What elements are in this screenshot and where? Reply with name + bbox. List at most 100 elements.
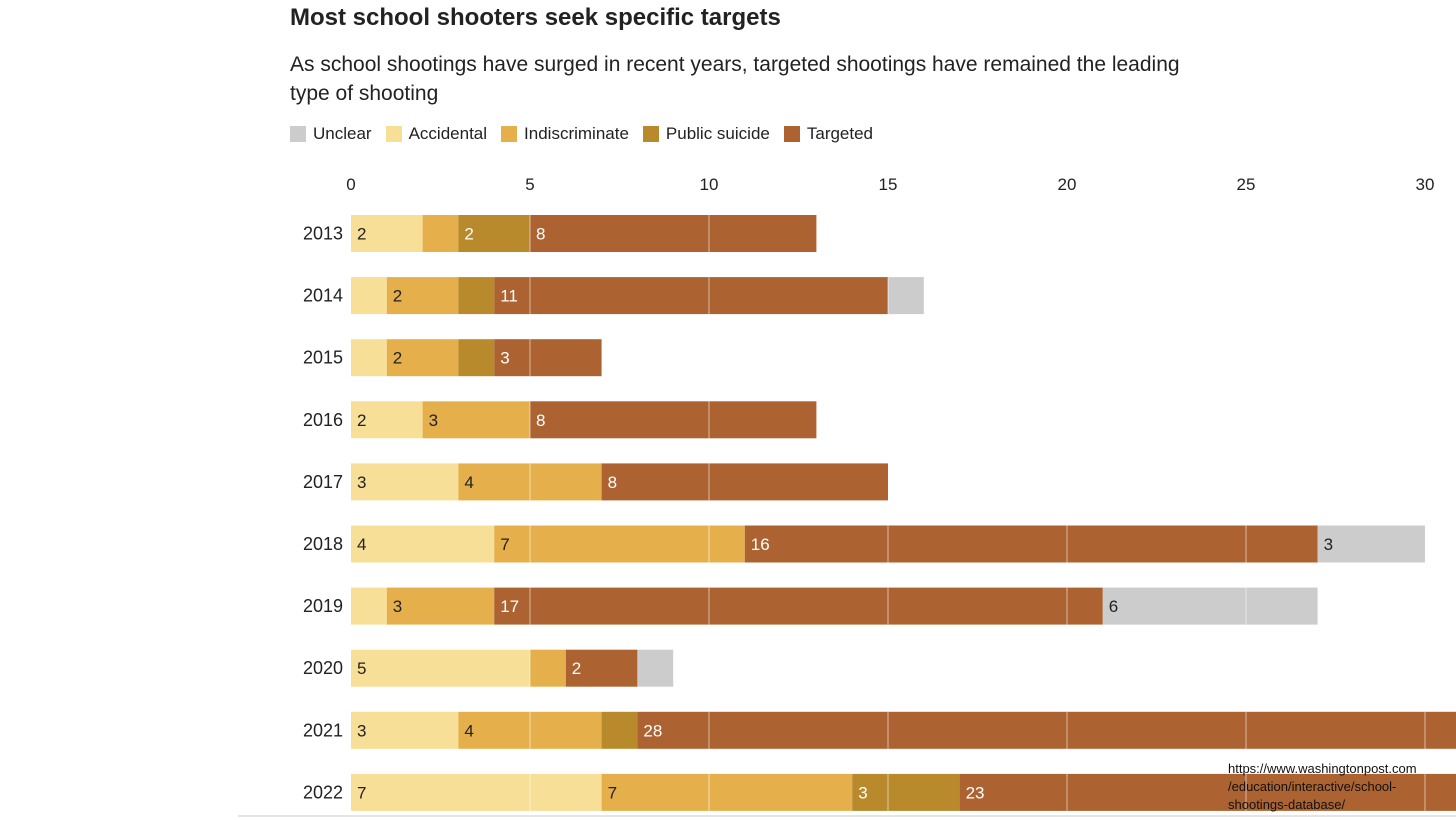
bar-segment — [386, 587, 495, 625]
data-label: 7 — [608, 783, 617, 802]
bar-segment — [351, 277, 387, 315]
data-label: 2 — [393, 287, 402, 306]
legend-item-targeted: Targeted — [783, 124, 874, 144]
x-tick-label: 30 — [1416, 175, 1435, 194]
bar-segment — [351, 773, 602, 811]
data-label: 23 — [966, 783, 985, 802]
data-label: 3 — [429, 411, 438, 430]
legend-swatch-indiscriminate — [501, 126, 518, 142]
x-tick-label: 0 — [346, 175, 355, 194]
data-label: 3 — [858, 783, 867, 802]
y-category-label: 2017 — [303, 472, 343, 492]
y-category-label: 2019 — [303, 596, 343, 616]
legend-label-targeted: Targeted — [806, 124, 874, 143]
bar-segment — [959, 773, 1456, 811]
legend-label-public-suicide: Public suicide — [665, 124, 770, 143]
data-label: 3 — [357, 473, 366, 492]
y-category-label: 2018 — [303, 534, 343, 554]
data-label: 2 — [357, 411, 366, 430]
data-label: 7 — [357, 783, 366, 802]
y-category-label: 2021 — [303, 720, 343, 740]
bar-segment — [351, 525, 495, 563]
bar-segment — [1317, 525, 1425, 563]
data-label: 6 — [1109, 597, 1118, 616]
legend-item-accidental: Accidental — [385, 124, 488, 144]
bar-segment — [494, 277, 888, 315]
y-category-label: 2014 — [303, 286, 343, 306]
bar-segment — [351, 649, 530, 687]
bar-segment — [351, 587, 387, 625]
bar-segment — [744, 525, 1318, 563]
x-tick-label: 10 — [700, 175, 719, 194]
bar-segment — [351, 339, 387, 377]
bar-segment — [351, 401, 423, 439]
bar-segment — [422, 401, 530, 439]
legend-swatch-public-suicide — [642, 126, 659, 142]
bar-segment — [1102, 587, 1318, 625]
bar-segment — [530, 401, 817, 439]
data-label: 2 — [464, 225, 473, 244]
data-label: 28 — [643, 721, 662, 740]
bottom-rule — [238, 815, 1456, 817]
legend-swatch-unclear — [290, 126, 306, 142]
legend-item-unclear: Unclear — [290, 124, 372, 144]
bar-segment — [494, 339, 602, 377]
data-label: 3 — [1324, 535, 1333, 554]
data-label: 4 — [464, 473, 473, 492]
bar-segment — [601, 463, 888, 501]
bar-segment — [601, 711, 638, 749]
bar-segment — [601, 773, 853, 811]
bar-segment — [494, 525, 745, 563]
legend-item-public-suicide: Public suicide — [642, 124, 770, 144]
data-label: 16 — [751, 535, 770, 554]
bar-segment — [351, 711, 459, 749]
bar-segment — [458, 215, 530, 252]
x-tick-label: 25 — [1237, 175, 1256, 194]
bar-segment — [386, 339, 459, 377]
bar-segment — [530, 649, 566, 687]
bar-segment — [530, 215, 817, 252]
chart-subtitle: As school shootings have surged in recen… — [290, 53, 1180, 105]
x-tick-label: 5 — [525, 175, 534, 194]
legend-label-unclear: Unclear — [313, 124, 372, 143]
data-label: 5 — [357, 659, 366, 678]
bar-segment — [458, 277, 495, 315]
data-label: 4 — [357, 535, 366, 554]
bar-segment — [386, 277, 459, 315]
x-tick-label: 20 — [1058, 175, 1077, 194]
legend-label-accidental: Accidental — [408, 124, 488, 143]
y-category-label: 2015 — [303, 348, 343, 368]
data-label: 11 — [500, 287, 518, 306]
y-category-label: 2020 — [303, 658, 343, 678]
data-label: 17 — [500, 597, 519, 616]
bar-segment — [351, 215, 423, 252]
bar-segment — [351, 463, 459, 501]
data-label: 4 — [464, 721, 473, 740]
data-label: 2 — [393, 349, 402, 368]
y-category-label: 2022 — [303, 782, 343, 802]
data-label: 2 — [572, 659, 581, 678]
data-label: 2 — [357, 225, 366, 244]
data-label: 7 — [500, 535, 509, 554]
legend-swatch-accidental — [385, 126, 402, 142]
bar-segment — [565, 649, 638, 687]
data-label: 8 — [536, 225, 545, 244]
bar-segment — [637, 649, 674, 687]
legend: Unclear Accidental Indiscriminate Public… — [290, 124, 873, 144]
source-url[interactable]: https://www.washingtonpost.com /educatio… — [1228, 761, 1417, 812]
legend-label-indiscriminate: Indiscriminate — [524, 124, 629, 143]
bar-segment — [494, 587, 1103, 625]
y-category-label: 2016 — [303, 410, 343, 430]
x-tick-label: 15 — [879, 175, 898, 194]
y-category-label: 2013 — [303, 224, 343, 244]
data-label: 3 — [393, 597, 402, 616]
bar-segment — [458, 339, 495, 377]
data-label: 8 — [608, 473, 617, 492]
bar-segment — [852, 773, 960, 811]
bar-segment — [637, 711, 1456, 749]
data-label: 3 — [500, 349, 509, 368]
chart-title: Most school shooters seek specific targe… — [290, 4, 781, 31]
bar-segment — [888, 277, 924, 315]
data-label: 3 — [357, 721, 366, 740]
